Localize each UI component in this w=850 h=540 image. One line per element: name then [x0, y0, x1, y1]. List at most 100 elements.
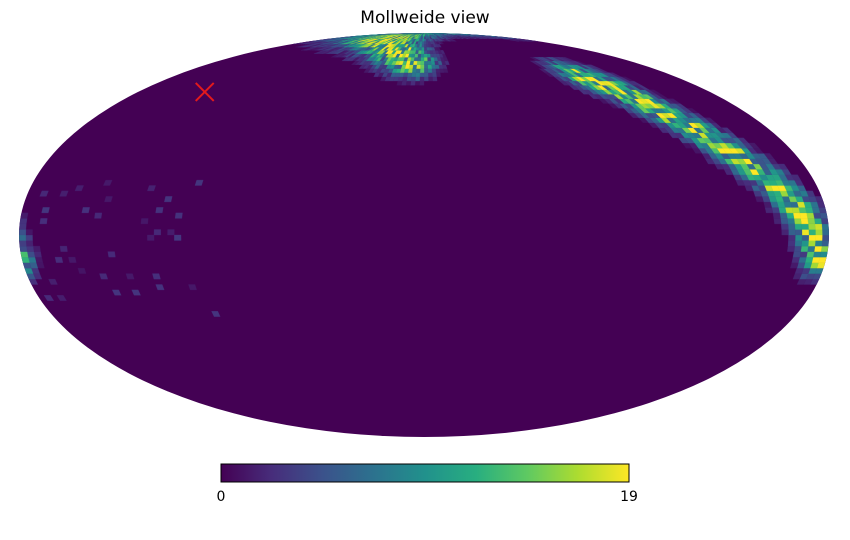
source-marker	[195, 82, 215, 102]
map-pixel	[780, 218, 789, 225]
map-pixel	[420, 53, 425, 58]
map-pixel	[174, 212, 183, 219]
map-pixel	[801, 240, 809, 247]
map-pixel	[784, 207, 794, 214]
map-pixel	[56, 295, 67, 301]
map-pixel	[793, 245, 802, 252]
map-pixel	[20, 212, 29, 219]
map-pixel	[415, 72, 421, 77]
map-pixel	[819, 212, 828, 219]
map-pixel	[188, 284, 197, 291]
map-pixel	[164, 196, 173, 203]
map-pixel	[787, 245, 795, 252]
map-pixel	[378, 33, 425, 35]
map-pixel	[125, 273, 135, 280]
map-pixel	[787, 218, 795, 225]
map-pixel	[59, 245, 68, 252]
map-pixel	[426, 43, 430, 48]
map-pixel	[788, 234, 796, 241]
map-pixel	[68, 256, 77, 263]
map-pixel	[799, 212, 808, 219]
map-pixel	[808, 240, 816, 247]
chart-title: Mollweide view	[360, 8, 489, 28]
map-pixel	[806, 212, 815, 219]
map-pixel	[790, 262, 799, 269]
map-pixel	[415, 76, 420, 82]
map-pixel	[419, 72, 425, 77]
map-pixel	[77, 267, 87, 274]
map-pixel	[140, 218, 149, 225]
map-pixel	[435, 72, 441, 77]
map-pixel	[801, 234, 809, 241]
map-pixel	[211, 311, 221, 317]
map-pixel	[799, 251, 808, 258]
map-pixel	[429, 53, 434, 58]
map-pixel	[787, 240, 796, 247]
map-pixel	[48, 278, 58, 285]
map-pixel	[807, 245, 816, 252]
map-pixel	[781, 229, 789, 236]
map-pixel	[411, 68, 417, 73]
map-pixel	[131, 289, 141, 296]
map-pixel	[427, 72, 433, 77]
map-pixel	[419, 76, 425, 82]
map-pixel	[426, 53, 431, 58]
map-pixel	[25, 234, 33, 241]
map-pixel	[794, 234, 803, 241]
map-pixel	[814, 223, 823, 230]
map-pixel	[420, 57, 425, 62]
map-pixel	[779, 212, 788, 219]
map-pixel	[821, 223, 829, 230]
map-pixel	[538, 68, 549, 73]
map-pixel	[153, 229, 161, 236]
map-pixel	[54, 256, 64, 263]
map-pixel	[19, 245, 28, 252]
map-pixel	[22, 262, 32, 269]
map-pixel	[416, 64, 421, 69]
map-pixel	[821, 229, 829, 236]
colorbar-max-label: 19	[620, 489, 638, 505]
map-pixel	[420, 64, 425, 69]
map-pixel	[194, 179, 204, 186]
map-pixel	[427, 60, 432, 65]
map-pixel	[821, 240, 829, 247]
map-pixel	[81, 207, 90, 214]
colorbar-frame	[220, 463, 630, 483]
map-pixel	[26, 251, 36, 258]
map-pixel	[529, 57, 541, 62]
map-pixel	[25, 240, 34, 247]
map-pixel	[405, 80, 412, 86]
map-pixel	[423, 38, 427, 42]
map-pixel	[431, 72, 437, 77]
map-pixel	[786, 212, 795, 219]
map-pixel	[773, 218, 782, 225]
map-pixel	[152, 273, 161, 280]
map-pixel	[74, 185, 84, 192]
map-pixel	[812, 251, 822, 258]
map-pixel	[20, 251, 29, 258]
map-pixel	[792, 212, 801, 219]
map-pixel	[772, 212, 781, 219]
map-pixel	[410, 80, 416, 86]
map-pixel	[428, 76, 433, 82]
map-pixel	[801, 223, 809, 230]
map-pixel	[59, 190, 69, 197]
map-pixel	[820, 218, 829, 225]
map-pixel	[808, 229, 816, 236]
map-pixel	[423, 68, 429, 73]
map-pixel	[787, 223, 796, 230]
map-pixel	[94, 212, 103, 219]
map-pixel	[423, 41, 427, 45]
map-pixel	[419, 80, 425, 86]
map-pixel	[104, 196, 113, 203]
map-pixel	[435, 68, 441, 73]
map-pixel	[155, 207, 164, 214]
map-pixel	[763, 201, 772, 208]
map-pixel	[33, 251, 42, 258]
map-pixel	[792, 251, 801, 258]
map-pixel	[43, 295, 55, 301]
map-pixel	[423, 43, 427, 48]
map-pixel	[423, 64, 428, 69]
map-pixel	[815, 234, 823, 241]
map-pixel	[415, 68, 421, 73]
